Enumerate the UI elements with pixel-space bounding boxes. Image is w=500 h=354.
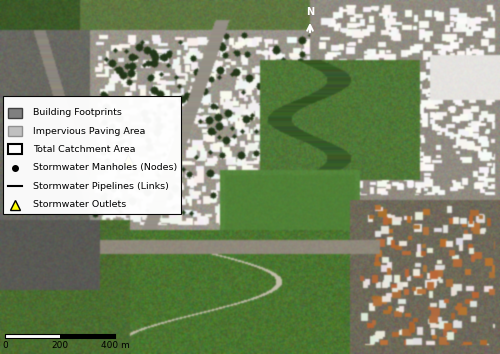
Text: Total Catchment Area: Total Catchment Area: [33, 145, 136, 154]
Text: N: N: [306, 7, 314, 17]
Bar: [8, 144, 22, 154]
Bar: [60, 334, 115, 338]
Text: Impervious Paving Area: Impervious Paving Area: [33, 126, 146, 136]
Text: Building Footprints: Building Footprints: [33, 108, 122, 117]
Text: Stormwater Manholes (Nodes): Stormwater Manholes (Nodes): [33, 164, 177, 172]
Bar: [5, 334, 115, 338]
Text: Stormwater Pipelines (Links): Stormwater Pipelines (Links): [33, 182, 169, 191]
Text: 0: 0: [2, 341, 8, 350]
Text: 200: 200: [52, 341, 68, 350]
Text: 400 m: 400 m: [100, 341, 130, 350]
Bar: [8, 108, 22, 118]
Bar: [3, 96, 181, 214]
Bar: [5, 334, 60, 338]
Text: Stormwater Outlets: Stormwater Outlets: [33, 200, 126, 209]
Bar: [8, 126, 22, 136]
